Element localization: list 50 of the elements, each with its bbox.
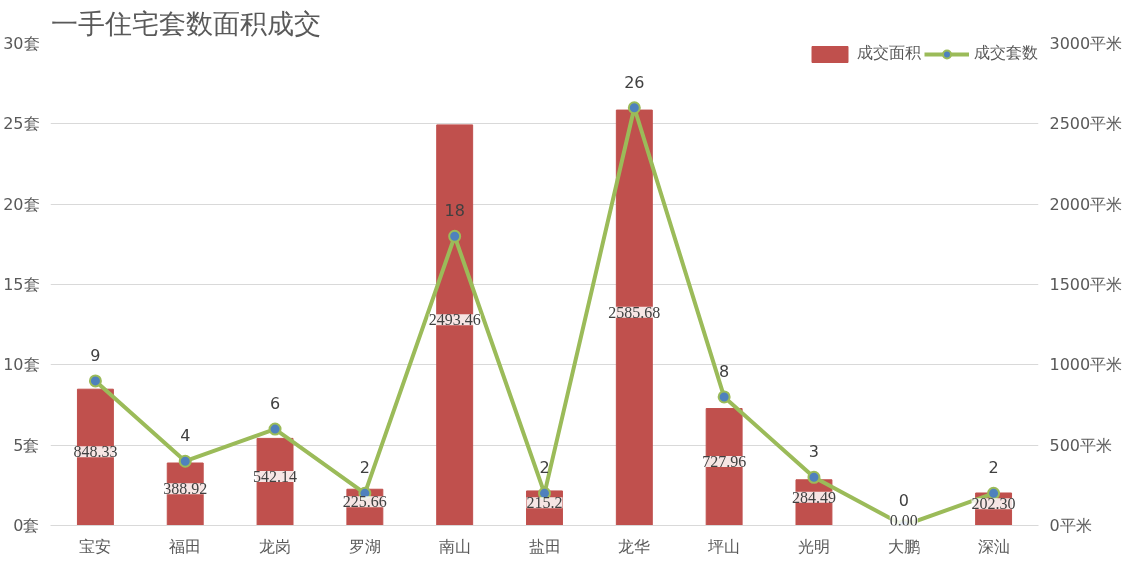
y2-tick-label: 1500平米 (1049, 275, 1123, 294)
data-label: 727.96 (702, 453, 747, 471)
x-tick-label: 光明 (797, 536, 830, 556)
x-tick-label: 深汕 (977, 536, 1010, 556)
data-label: 2585.68 (608, 303, 661, 321)
x-tick-label: 龙岗 (259, 536, 292, 556)
data-label: 9 (90, 345, 101, 365)
data-label: 2 (539, 458, 550, 478)
y2-tick-label: 1000平米 (1049, 355, 1123, 375)
x-tick-label: 罗湖 (348, 536, 381, 556)
data-label: 2 (988, 458, 999, 478)
data-label: 0 (898, 490, 909, 510)
y2-tick-label: 2500平米 (1049, 114, 1123, 134)
y-tick-label: 0套 (13, 516, 40, 535)
y-tick-label: 20套 (3, 194, 40, 214)
y-tick-label: 15套 (3, 275, 40, 294)
y2-tick-label: 0平米 (1049, 516, 1092, 535)
data-label: 26 (624, 72, 645, 92)
y-tick-label: 10套 (3, 355, 40, 375)
data-label: 542.14 (253, 467, 298, 485)
y-tick-label: 25套 (3, 114, 40, 134)
data-label: 3 (808, 442, 820, 462)
y2-tick-label: 3000平米 (1049, 34, 1123, 53)
y2-tick-label: 500平米 (1049, 435, 1113, 455)
data-label: 2 (359, 458, 370, 478)
data-label: 4 (180, 426, 191, 446)
x-tick-label: 坪山 (707, 536, 741, 556)
x-tick-label: 南山 (438, 536, 471, 556)
x-tick-label: 大鹏 (887, 536, 920, 556)
x-tick-label: 福田 (169, 536, 202, 556)
data-label: 6 (269, 394, 281, 414)
data-label: 225.66 (342, 493, 387, 511)
x-tick-label: 宝安 (79, 536, 112, 556)
legend-label: 成交面积 (857, 43, 921, 64)
data-label: 18 (444, 201, 465, 221)
legend-label: 成交套数 (974, 43, 1038, 64)
data-label: 215.2 (526, 494, 563, 512)
y-tick-label: 5套 (13, 435, 40, 455)
y-tick-label: 30套 (3, 34, 40, 53)
y2-tick-label: 2000平米 (1049, 194, 1123, 214)
data-label: 202.30 (971, 495, 1016, 513)
data-label: 0.00 (889, 511, 918, 529)
x-tick-label: 盐田 (528, 536, 561, 556)
data-label: 8 (719, 361, 730, 381)
data-label: 388.92 (163, 480, 208, 498)
data-label: 2493.46 (428, 311, 481, 329)
x-tick-label: 龙华 (618, 536, 651, 556)
chart-title: 一手住宅套数面积成交 (50, 7, 321, 39)
data-label: 284.49 (791, 488, 836, 506)
data-label: 848.33 (73, 443, 118, 461)
